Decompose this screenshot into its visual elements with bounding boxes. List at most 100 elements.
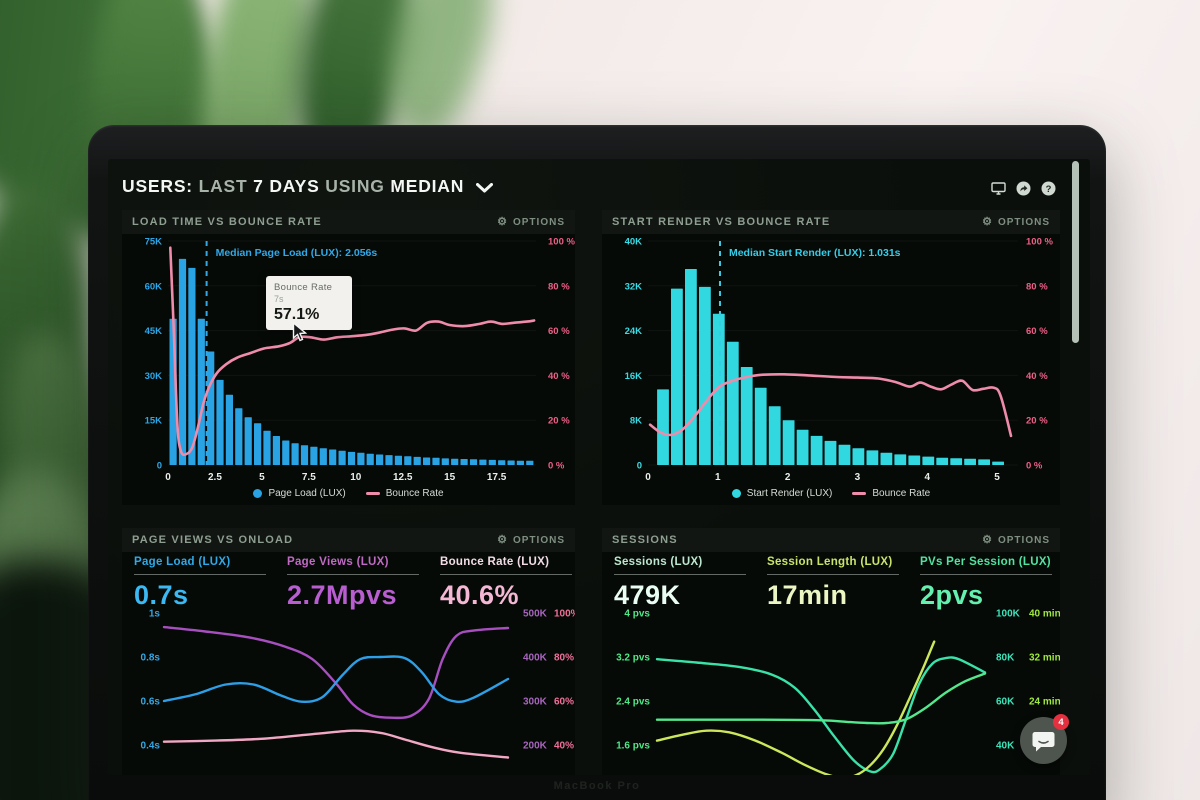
legend-swatch-dot [731,489,741,498]
panel-header: START RENDER VS BOUNCE RATE ⚙ OPTIONS [602,210,1060,234]
y-axis-right-label: 20 % [548,416,570,427]
panel-title: LOAD TIME VS BOUNCE RATE [132,216,322,228]
legend-item: Start Render (LUX) [731,488,832,499]
bar-line-chart: 0 0 % 15K 20 % 30K 40 % 45K 60 % 60K 80 % 75K 100 %… [145,237,575,484]
svg-text:?: ? [1045,184,1051,195]
y-axis-left-label: 4 pvs [624,609,650,620]
y-axis-right-label-1: 200K [523,741,548,752]
y-axis-right-label-2: 80% [554,653,574,664]
y-axis-left-label: 60K [145,281,163,292]
monitor-icon[interactable] [990,180,1006,196]
x-axis-tick-label: 1 [715,472,721,483]
multi-line-chart: 4 pvs 100K 40 min 3.2 pvs 80K 32 min 2.4 pvs 60… [616,609,1060,775]
legend-swatch-line [852,492,867,495]
x-axis-tick-label: 17.5 [487,472,507,483]
y-axis-left-label: 0.4s [141,741,161,752]
chart-area[interactable]: 1s 500K 100% 0.8s 400K 80% 0.6s 300K 60% 0.4s 200K… [122,608,575,775]
users-range-dropdown[interactable]: USERS: LAST 7 DAYS USING MEDIAN [122,176,493,197]
y-axis-right-label: 20 % [1026,416,1048,427]
title-users: USERS: [122,176,193,196]
multi-line-chart: 1s 500K 100% 0.8s 400K 80% 0.6s 300K 60% 0.4s 200K… [141,609,575,759]
x-axis-tick-label: 5 [259,472,265,483]
panel-sessions: SESSIONS ⚙ OPTIONS Sessions (LUX) 479K Se… [602,528,1060,775]
x-axis-tick-label: 4 [924,472,930,483]
y-axis-right-label-1: 500K [523,609,548,620]
legend-swatch-dot [253,489,263,498]
options-button[interactable]: ⚙ OPTIONS [982,215,1050,228]
legend-swatch-line [365,492,380,495]
metric-sessions: Sessions (LUX) 479K [614,556,767,611]
y-axis-left-label: 30K [145,371,163,382]
panel-title: PAGE VIEWS VS ONLOAD [132,534,294,546]
chart-area[interactable]: 4 pvs 100K 40 min 3.2 pvs 80K 32 min 2.4 pvs 60… [602,608,1060,775]
chat-bubble-icon [1032,731,1055,751]
laptop: USERS: LAST 7 DAYS USING MEDIAN ? [88,125,1106,800]
median-annotation: Median Page Load (LUX): 2.056s [216,247,378,259]
y-axis-right-label-1: 40K [996,741,1015,752]
title-using: USING [325,176,385,196]
y-axis-right-label-2: 24 min [1029,697,1060,708]
gear-icon: ⚙ [982,215,993,228]
metric-session-length: Session Length (LUX) 17min [767,556,920,611]
metric-page-load: Page Load (LUX) 0.7s [134,556,287,611]
laptop-brand-text: MacBook Pro [553,780,641,792]
legend-item: Page Load (LUX) [253,488,346,499]
x-axis-tick-label: 15 [444,472,456,483]
tooltip-title: Bounce Rate [274,282,333,293]
y-axis-right-label: 40 % [1026,371,1048,382]
y-axis-left-label: 2.4 pvs [616,697,650,708]
panel-start-render-vs-bounce-rate: START RENDER VS BOUNCE RATE ⚙ OPTIONS 0 0 … [602,210,1060,505]
series-line [162,625,510,720]
y-axis-left-label: 1.6 pvs [616,741,650,752]
chevron-down-icon [475,183,493,193]
x-axis-tick-label: 3 [855,472,861,483]
y-axis-left-label: 75K [145,237,163,248]
dashboard-screen: USERS: LAST 7 DAYS USING MEDIAN ? [108,159,1090,775]
legend-item: Bounce Rate [365,488,444,499]
y-axis-right-label: 100 % [548,237,575,248]
bounce-rate-line [648,372,1013,438]
scrollbar[interactable] [1072,161,1079,343]
y-axis-right-label-2: 60% [554,697,574,708]
y-axis-right-label-2: 40 min [1029,609,1060,620]
panel-page-views-vs-onload: PAGE VIEWS VS ONLOAD ⚙ OPTIONS Page Load … [122,528,575,775]
y-axis-left-label: 0 [637,461,642,472]
y-axis-left-label: 1s [149,609,161,620]
chat-widget-button[interactable]: 4 [1020,714,1069,764]
series-line [655,640,936,775]
chart-legend: Page Load (LUX) Bounce Rate [122,488,575,499]
y-axis-left-label: 32K [625,281,643,292]
x-axis-tick-label: 7.5 [302,472,316,483]
panel-header: PAGE VIEWS VS ONLOAD ⚙ OPTIONS [122,528,575,552]
gear-icon: ⚙ [497,215,508,228]
y-axis-right-label: 100 % [1026,237,1053,248]
y-axis-right-label: 0 % [1026,461,1043,472]
options-button[interactable]: ⚙ OPTIONS [497,533,565,546]
share-icon[interactable] [1015,180,1031,196]
y-axis-right-label: 60 % [548,326,570,337]
series-line [162,729,510,759]
options-button[interactable]: ⚙ OPTIONS [497,215,565,228]
options-button[interactable]: ⚙ OPTIONS [982,533,1050,546]
y-axis-left-label: 0 [157,461,162,472]
chart-area[interactable]: 0 0 % 15K 20 % 30K 40 % 45K 60 % 60K 80 % 75K 100 %… [122,234,575,488]
chart-area[interactable]: 0 0 % 8K 20 % 16K 40 % 24K 60 % 32K 80 % 40K 100 % 0… [602,234,1060,488]
gear-icon: ⚙ [497,533,508,546]
chart-legend: Start Render (LUX) Bounce Rate [602,488,1060,499]
panel-header: LOAD TIME VS BOUNCE RATE ⚙ OPTIONS [122,210,575,234]
title-last: LAST [198,176,248,196]
dashboard-header: USERS: LAST 7 DAYS USING MEDIAN ? [122,171,1076,201]
x-axis-tick-label: 0 [165,472,171,483]
series-line [655,672,987,725]
y-axis-left-label: 0.8s [141,653,161,664]
histogram-bars [657,269,1004,465]
median-annotation: Median Start Render (LUX): 1.031s [729,247,901,259]
x-axis-tick-label: 10 [350,472,362,483]
x-axis-tick-label: 5 [994,472,1000,483]
gear-icon: ⚙ [982,533,993,546]
help-icon[interactable]: ? [1040,180,1056,196]
mouse-cursor-icon [292,322,307,342]
tooltip: Bounce Rate 7s 57.1% [266,276,352,330]
bounce-rate-line [169,246,536,457]
